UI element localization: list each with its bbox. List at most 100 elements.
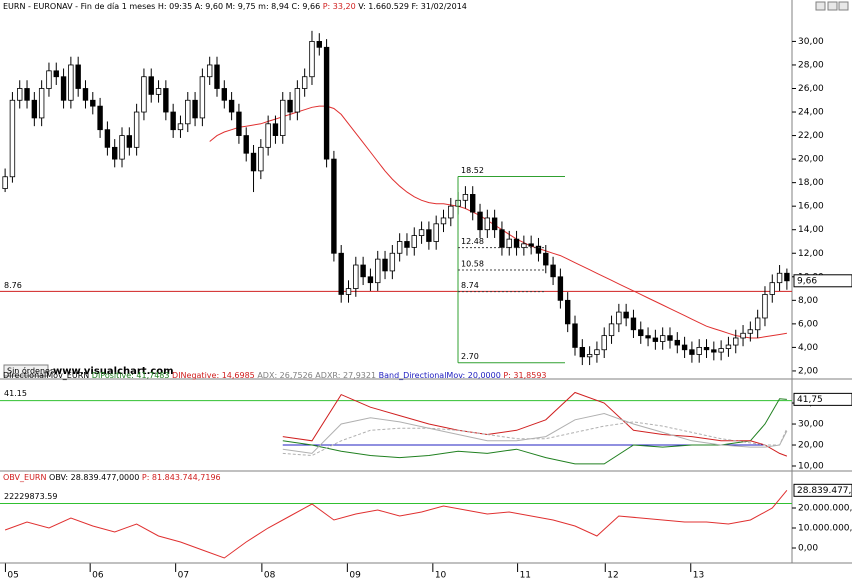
candle-body xyxy=(674,339,680,346)
header-part: DINegative: 14,6985 xyxy=(169,371,254,380)
header-part: V: 1.660.529 F: 31/02/2014 xyxy=(356,2,467,11)
candle-body xyxy=(9,99,16,178)
candle-body xyxy=(228,99,235,113)
last-value-box xyxy=(793,392,852,406)
candle-body xyxy=(491,217,498,231)
candle-body xyxy=(484,217,491,231)
y-tick-label: 14,00 xyxy=(798,225,824,235)
header-part: P: 81.843.744,7196 xyxy=(139,473,220,482)
candle-body xyxy=(703,347,710,351)
candle-body xyxy=(301,76,308,89)
y-tick-label: 2,00 xyxy=(798,366,818,376)
candle-body xyxy=(506,238,512,248)
candle-body xyxy=(199,76,206,119)
level-label: 10.58 xyxy=(461,259,484,268)
candle-body xyxy=(323,46,330,160)
candle-body xyxy=(353,264,359,289)
candle-body xyxy=(294,88,301,113)
candle-body xyxy=(462,194,469,201)
candle-body xyxy=(221,88,228,101)
candle-body xyxy=(46,70,52,89)
candle-body xyxy=(448,205,454,219)
y-tick-label: 16,00 xyxy=(798,202,824,212)
level-label: 2.70 xyxy=(461,352,479,361)
level-label: 12.48 xyxy=(461,237,484,246)
y-tick-label: 24,00 xyxy=(798,108,824,118)
candle-body xyxy=(586,354,593,358)
x-tick-label: 07 xyxy=(178,571,189,580)
candle-body xyxy=(740,332,746,339)
candle-body xyxy=(68,64,74,101)
candle-body xyxy=(543,252,549,266)
level-label: 8.74 xyxy=(461,281,479,290)
x-tick-label: 12 xyxy=(607,571,618,580)
horizontal-line-label: 8.76 xyxy=(4,281,22,290)
candle-body xyxy=(265,123,271,148)
candle-body xyxy=(521,243,527,248)
panel-header: DirectionalMov_EURN DIPositive: 41,7483 … xyxy=(3,371,547,380)
candle-body xyxy=(90,99,96,107)
candle-body xyxy=(60,76,67,101)
header-part: Band_DirectionalMov: 20,0000 xyxy=(376,371,501,380)
header-part: DirectionalMov_EURN xyxy=(3,371,92,380)
status-label: Sin órdenes xyxy=(7,366,54,376)
watermark: www.visualchart.com xyxy=(53,366,174,377)
candle-body xyxy=(155,88,162,95)
candle-body xyxy=(754,317,761,331)
candle-body xyxy=(696,347,702,355)
candle-body xyxy=(572,323,578,348)
candle-body xyxy=(535,245,542,254)
x-tick-label: 13 xyxy=(693,571,704,580)
candle-body xyxy=(133,111,140,148)
y-tick-label: 20.000.000,00 xyxy=(798,504,852,514)
last-value-box xyxy=(793,274,852,288)
candle-body xyxy=(638,329,644,337)
y-tick-label: 30,00 xyxy=(798,420,824,430)
header-part: OBV_EURN xyxy=(3,473,49,482)
candle-body xyxy=(367,276,374,284)
candle-body xyxy=(53,70,59,78)
y-tick-label: 28,00 xyxy=(798,60,824,70)
candle-body xyxy=(513,238,520,248)
candle-body xyxy=(258,146,264,172)
candle-body xyxy=(667,335,673,341)
y-tick-label: 8,00 xyxy=(798,296,818,306)
indicator-line xyxy=(282,398,787,465)
candle-body xyxy=(645,335,651,339)
last-value-box xyxy=(793,483,852,497)
window-button xyxy=(827,1,838,11)
candle-body xyxy=(104,129,111,148)
candle-body xyxy=(608,323,615,337)
status-box xyxy=(3,364,49,377)
candle-body xyxy=(338,252,344,295)
candle-body xyxy=(389,252,396,272)
candle-body xyxy=(250,152,257,172)
last-value-label: 41,75 xyxy=(797,395,823,405)
candle-body xyxy=(776,272,783,284)
candle-body xyxy=(477,211,483,231)
candle-body xyxy=(243,135,249,154)
x-tick-label: 06 xyxy=(92,571,104,580)
y-tick-label: 0,00 xyxy=(798,544,818,554)
candle-body xyxy=(309,41,315,78)
candle-body xyxy=(725,344,732,349)
candle-body xyxy=(433,223,439,242)
y-tick-label: 12,00 xyxy=(798,249,824,259)
candle-body xyxy=(345,288,352,295)
y-tick-label: 10,00 xyxy=(798,462,824,472)
candle-body xyxy=(652,337,659,342)
candle-body xyxy=(185,99,191,125)
candle-body xyxy=(440,217,447,225)
y-tick-label: 26,00 xyxy=(798,84,824,94)
x-tick-label: 11 xyxy=(520,571,531,580)
moving-average xyxy=(209,105,787,339)
candle-body xyxy=(360,264,366,278)
candle-body xyxy=(31,99,38,119)
window-button xyxy=(838,1,849,11)
candle-body xyxy=(579,347,586,358)
candle-body xyxy=(126,135,133,148)
x-tick-label: 10 xyxy=(435,571,447,580)
y-tick-label: 30,00 xyxy=(798,37,824,47)
